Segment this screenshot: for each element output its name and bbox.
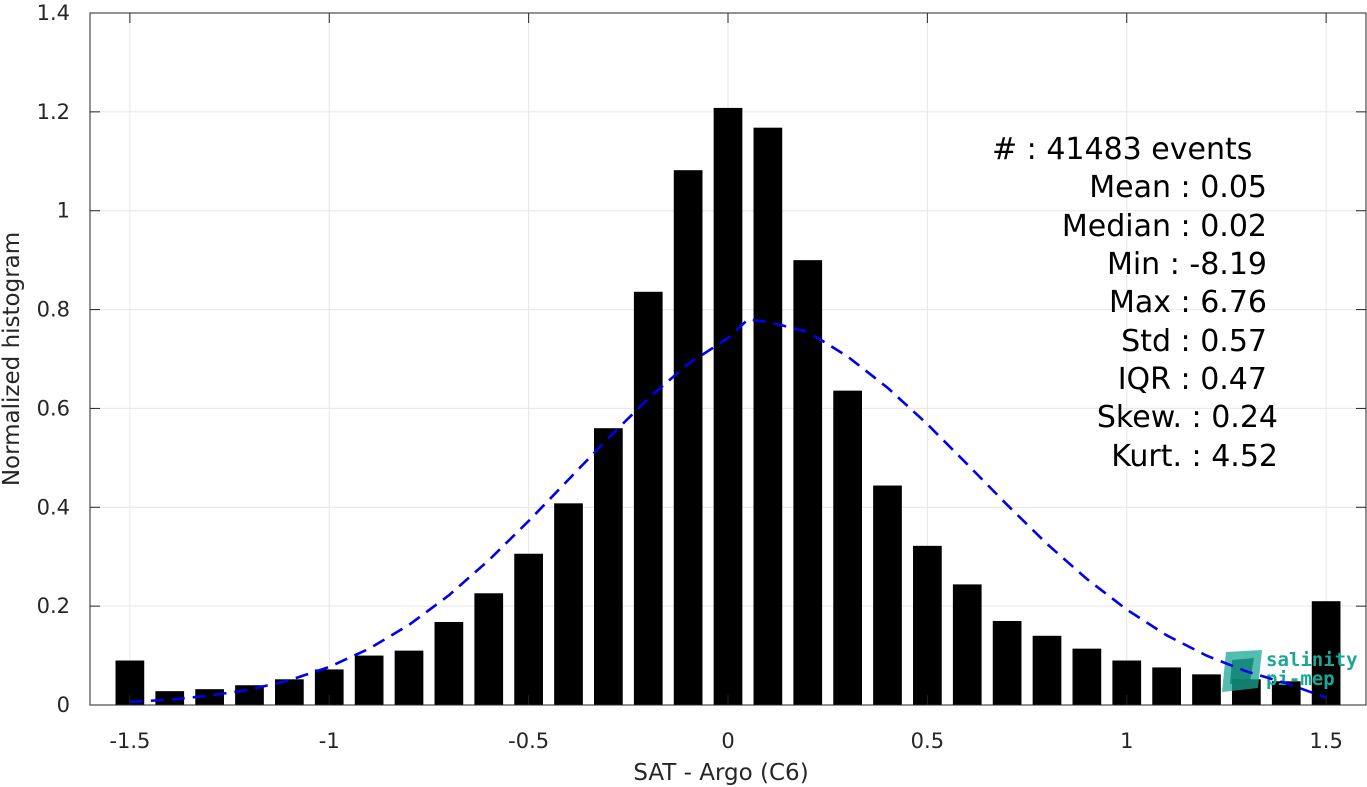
histogram-bar xyxy=(713,107,743,706)
x-axis-label: SAT - Argo (C6) xyxy=(633,760,808,786)
stat-iqr: IQR : 0.47 xyxy=(1118,362,1267,397)
x-tick-labels: -1.5 -1 -0.5 0 0.5 1 1.5 xyxy=(109,729,1342,753)
stat-mean: Mean : 0.05 xyxy=(1089,170,1267,205)
y-tick-label: 1.4 xyxy=(37,1,70,25)
histogram-bar xyxy=(673,170,703,705)
x-tick-label: 0 xyxy=(721,729,734,753)
axis-ticks xyxy=(90,12,1366,706)
histogram-bar xyxy=(753,127,783,705)
x-tick-label: 0.5 xyxy=(911,729,944,753)
histogram-bar xyxy=(992,620,1022,705)
gaussian-fit-curve xyxy=(129,318,1327,704)
x-tick-label: 1 xyxy=(1120,729,1133,753)
histogram-bar xyxy=(873,485,902,705)
stat-skew: Skew. : 0.24 xyxy=(1097,400,1278,435)
stat-max: Max : 6.76 xyxy=(1109,285,1267,320)
histogram-bar xyxy=(1072,648,1102,705)
histogram-bar xyxy=(354,655,384,705)
stat-std: Std : 0.57 xyxy=(1121,324,1267,359)
histogram-bar xyxy=(1032,635,1062,705)
bars xyxy=(115,107,1341,706)
y-tick-label: 0.4 xyxy=(37,495,70,519)
statistics-box: # : 41483 events Mean : 0.05 Median : 0.… xyxy=(992,132,1278,474)
y-tick-label: 1 xyxy=(57,199,70,223)
histogram-bar xyxy=(952,584,982,705)
y-tick-label: 0.6 xyxy=(37,396,70,420)
y-tick-labels: 0 0.2 0.4 0.6 0.8 1 1.2 1.4 xyxy=(37,1,70,717)
histogram-bar xyxy=(913,545,942,705)
y-tick-label: 0.8 xyxy=(37,298,70,322)
histogram-bar xyxy=(155,691,185,705)
histogram-bar xyxy=(1311,601,1341,705)
histogram-bar xyxy=(793,260,823,705)
histogram-bar xyxy=(474,593,504,705)
stat-kurt: Kurt. : 4.52 xyxy=(1111,439,1278,474)
stat-count: # : 41483 events xyxy=(992,132,1252,167)
histogram-bar xyxy=(554,503,583,705)
histogram-bar xyxy=(594,428,623,705)
stat-median: Median : 0.02 xyxy=(1062,209,1267,244)
histogram-bar xyxy=(394,650,424,705)
x-tick-label: -1 xyxy=(319,729,340,753)
histogram-bar xyxy=(514,553,543,705)
logo-line-1: salinity xyxy=(1266,649,1358,671)
histogram-bar xyxy=(1271,681,1301,705)
histogram-bar xyxy=(434,621,464,705)
histogram-bar xyxy=(1152,667,1181,705)
logo-line-2: pi-mep xyxy=(1266,668,1335,690)
stat-min: Min : -8.19 xyxy=(1107,247,1267,282)
histogram-bar xyxy=(833,390,862,705)
y-axis-label: Normalized histogram xyxy=(0,232,25,486)
x-tick-label: -0.5 xyxy=(508,729,549,753)
y-tick-label: 0.2 xyxy=(37,594,70,618)
histogram-bar xyxy=(633,291,663,705)
histogram-bar xyxy=(1192,674,1221,705)
x-tick-label: -1.5 xyxy=(109,729,150,753)
x-tick-label: 1.5 xyxy=(1309,729,1342,753)
y-tick-label: 1.2 xyxy=(37,100,70,124)
y-tick-label: 0 xyxy=(57,693,70,717)
histogram-bar xyxy=(195,689,224,705)
